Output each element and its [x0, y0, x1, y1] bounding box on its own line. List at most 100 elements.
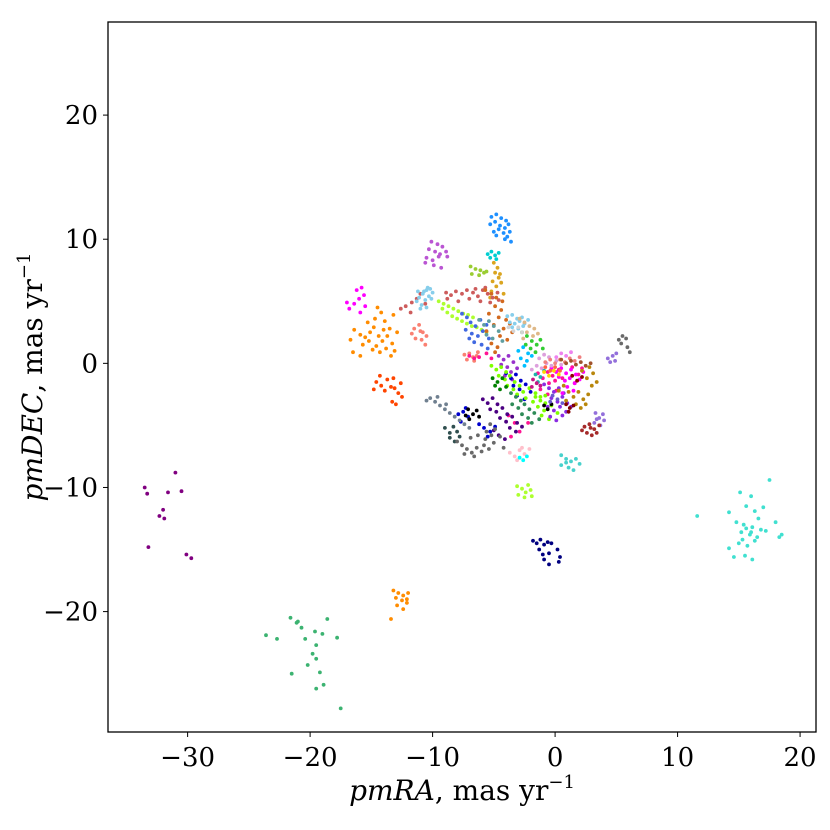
data-point: [495, 265, 500, 270]
data-point: [179, 489, 184, 494]
data-point: [542, 408, 546, 413]
data-point: [161, 507, 166, 512]
data-point: [520, 445, 524, 450]
data-point: [456, 309, 461, 314]
data-point: [374, 380, 379, 384]
data-point: [555, 411, 560, 415]
data-point: [521, 458, 526, 463]
data-point: [348, 337, 353, 342]
data-point: [440, 306, 445, 311]
data-point: [503, 237, 507, 242]
data-point: [465, 321, 469, 326]
data-point: [552, 408, 556, 413]
data-point: [490, 295, 495, 300]
data-point: [514, 429, 518, 434]
data-point: [517, 429, 522, 434]
data-point: [583, 402, 588, 407]
data-point: [560, 395, 565, 399]
data-point: [566, 465, 571, 470]
data-point: [537, 547, 542, 552]
y-tick-label: 10: [65, 225, 98, 255]
data-point: [511, 387, 516, 392]
data-point: [522, 363, 527, 368]
data-point: [275, 637, 279, 641]
data-point: [538, 387, 543, 392]
data-point: [468, 435, 473, 440]
data-point: [485, 346, 490, 351]
data-point: [491, 440, 496, 445]
data-point: [608, 360, 613, 364]
data-point: [394, 596, 398, 600]
data-point: [403, 304, 408, 309]
data-point: [592, 421, 597, 425]
data-point: [564, 371, 568, 376]
data-point: [494, 233, 499, 238]
data-point: [514, 372, 518, 377]
data-point: [465, 288, 469, 292]
data-point: [428, 396, 433, 400]
data-point: [601, 412, 605, 417]
data-point: [526, 483, 530, 487]
data-point: [493, 304, 497, 309]
data-point: [396, 391, 401, 395]
data-point: [522, 495, 527, 500]
data-point: [363, 335, 368, 340]
data-point: [528, 346, 533, 351]
data-point: [478, 268, 483, 273]
data-point: [589, 383, 594, 388]
data-point: [335, 635, 339, 640]
data-point: [429, 239, 434, 244]
y-axis-label-unit: , mas yr: [16, 279, 49, 393]
data-point: [371, 325, 376, 330]
data-point: [516, 349, 521, 353]
data-point: [531, 334, 535, 338]
data-point: [456, 299, 461, 304]
data-point: [325, 617, 330, 621]
data-point: [445, 310, 450, 315]
x-axis-label-exp: −1: [548, 772, 575, 793]
data-point: [543, 365, 548, 369]
data-point: [526, 318, 530, 322]
data-point: [489, 363, 494, 368]
data-point: [491, 229, 496, 234]
data-point: [423, 301, 428, 306]
data-point: [507, 320, 512, 325]
data-point: [493, 270, 497, 275]
data-point: [498, 387, 502, 392]
data-point: [564, 402, 568, 407]
data-point: [558, 368, 562, 373]
data-point: [363, 304, 368, 309]
data-point: [538, 395, 543, 399]
data-point: [427, 247, 431, 252]
data-point: [367, 339, 371, 343]
data-point: [496, 315, 501, 320]
data-point: [476, 294, 480, 299]
data-point: [489, 356, 494, 361]
data-point: [392, 386, 397, 391]
data-point: [398, 306, 403, 311]
data-point: [507, 450, 512, 455]
data-point: [482, 270, 486, 275]
y-axis-label: pmDEC, mas yr−1: [14, 253, 49, 502]
data-point: [400, 598, 404, 603]
data-point: [565, 385, 570, 389]
x-tick-label: 20: [784, 743, 817, 773]
data-point: [505, 234, 510, 239]
data-point: [461, 409, 466, 414]
data-point: [462, 352, 467, 357]
data-point: [539, 413, 544, 418]
data-point: [419, 337, 424, 342]
data-point: [484, 329, 489, 333]
data-point: [485, 252, 490, 256]
data-point: [382, 319, 387, 323]
data-point: [625, 345, 630, 350]
data-point: [378, 350, 382, 355]
data-point: [493, 253, 497, 258]
data-point: [389, 617, 393, 621]
data-point: [483, 437, 488, 441]
data-point: [549, 363, 554, 368]
data-point: [526, 351, 530, 356]
data-point: [532, 411, 537, 415]
data-point: [506, 222, 511, 227]
data-point: [552, 368, 556, 373]
